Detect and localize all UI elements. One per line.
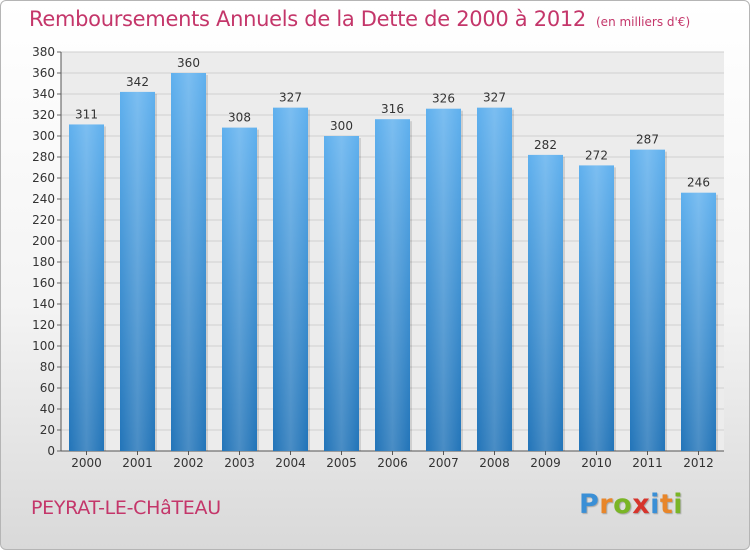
- bar-value-label: 316: [381, 102, 404, 116]
- y-tick-label: 180: [32, 255, 55, 269]
- bar-value-label: 282: [534, 138, 557, 152]
- bar-value-label: 327: [279, 91, 302, 105]
- x-tick-label: 2008: [479, 456, 510, 470]
- y-tick-label: 300: [32, 129, 55, 143]
- chart-title-text: Remboursements Annuels de la Dette de 20…: [29, 7, 586, 31]
- bar-highlight: [273, 107, 308, 452]
- bar-value-label: 308: [228, 111, 251, 125]
- logo-letter: r: [599, 489, 614, 520]
- bar-highlight: [375, 119, 410, 451]
- x-tick-label: 2005: [326, 456, 357, 470]
- bar-value-label: 311: [75, 107, 98, 121]
- y-tick-label: 320: [32, 108, 55, 122]
- bar-value-label: 300: [330, 119, 353, 133]
- y-tick-label: 340: [32, 87, 55, 101]
- bar-value-label: 360: [177, 56, 200, 70]
- x-tick-label: 2009: [530, 456, 561, 470]
- logo-letter: i: [650, 489, 660, 520]
- bar-value-label: 246: [687, 176, 710, 190]
- chart-title: Remboursements Annuels de la Dette de 20…: [29, 7, 690, 31]
- bar-highlight: [579, 165, 614, 451]
- chart-unit: (en milliers d'€): [596, 15, 691, 29]
- y-tick-label: 200: [32, 234, 55, 248]
- y-tick-label: 360: [32, 66, 55, 80]
- x-tick-label: 2010: [581, 456, 612, 470]
- bar-value-label: 342: [126, 75, 149, 89]
- logo-letter: i: [673, 489, 684, 520]
- y-tick-label: 120: [32, 318, 55, 332]
- x-tick-label: 2001: [122, 456, 153, 470]
- bar-highlight: [69, 124, 104, 451]
- bar-highlight: [120, 91, 155, 452]
- bar-value-label: 326: [432, 92, 455, 106]
- logo-letter: t: [659, 489, 674, 520]
- y-tick-label: 20: [40, 423, 55, 437]
- y-tick-label: 40: [40, 402, 55, 416]
- y-tick-label: 160: [32, 276, 55, 290]
- y-tick-label: 280: [32, 150, 55, 164]
- proxiti-logo: Proxiti: [579, 489, 683, 520]
- bar-highlight: [681, 192, 716, 451]
- y-tick-label: 220: [32, 213, 55, 227]
- bar-highlight: [477, 107, 512, 452]
- y-tick-label: 100: [32, 339, 55, 353]
- y-tick-label: 260: [32, 171, 55, 185]
- x-tick-label: 2007: [428, 456, 459, 470]
- x-tick-label: 2003: [224, 456, 255, 470]
- y-tick-label: 80: [40, 360, 55, 374]
- bar-highlight: [630, 149, 665, 451]
- x-tick-label: 2000: [71, 456, 102, 470]
- y-tick-label: 0: [47, 444, 55, 458]
- y-tick-label: 140: [32, 297, 55, 311]
- y-tick-label: 240: [32, 192, 55, 206]
- y-tick-label: 60: [40, 381, 55, 395]
- logo-letter: x: [632, 489, 651, 520]
- bar-value-label: 272: [585, 148, 608, 162]
- y-tick-label: 380: [32, 45, 55, 59]
- x-tick-label: 2011: [632, 456, 663, 470]
- logo-letter: o: [613, 489, 633, 520]
- bar-highlight: [426, 108, 461, 451]
- x-tick-label: 2006: [377, 456, 408, 470]
- bar-highlight: [171, 73, 206, 451]
- bar-highlight: [324, 136, 359, 451]
- bar-highlight: [528, 154, 563, 451]
- x-tick-label: 2002: [173, 456, 204, 470]
- x-tick-label: 2012: [683, 456, 714, 470]
- bar-value-label: 327: [483, 91, 506, 105]
- bar-value-label: 287: [636, 133, 659, 147]
- x-tick-label: 2004: [275, 456, 306, 470]
- commune-name: PEYRAT-LE-CHâTEAU: [31, 497, 221, 519]
- bar-highlight: [222, 127, 257, 451]
- logo-letter: P: [579, 489, 600, 520]
